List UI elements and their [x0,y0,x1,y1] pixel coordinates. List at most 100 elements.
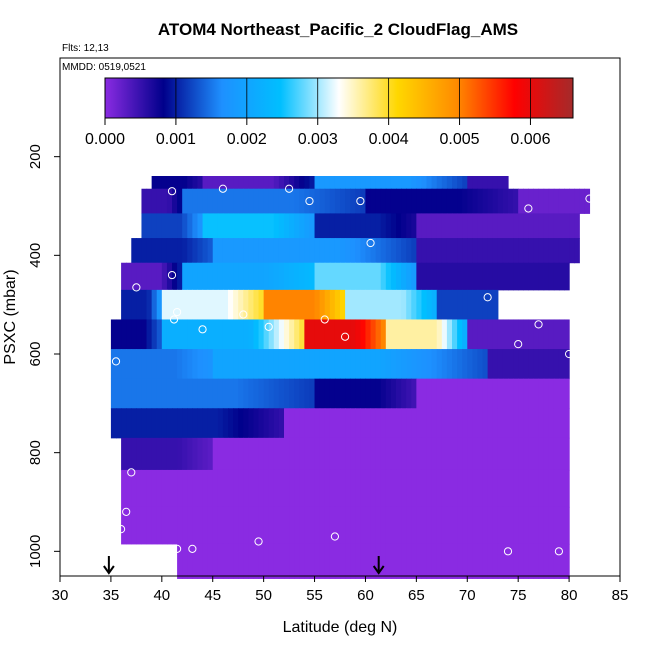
heatmap-cell [441,319,448,350]
heatmap-cell [548,238,555,264]
heatmap-cell [340,213,346,239]
heatmap-cell [553,238,560,264]
heatmap-cell [492,213,499,239]
heatmap-cell [156,188,163,214]
heatmap-cell [477,543,484,579]
heatmap-cell [278,213,285,239]
heatmap-cell [172,319,178,350]
heatmap-cell [564,319,570,350]
heatmap-cell [197,262,204,291]
heatmap-cell [411,262,417,291]
heatmap-cell [284,319,290,350]
heatmap-cell [340,543,346,579]
heatmap-cell [365,262,372,291]
heatmap-cell [538,238,545,264]
heatmap-cell [110,408,117,439]
heatmap-cell [268,188,275,214]
heatmap-cell [553,408,560,439]
heatmap-cell [548,188,555,214]
heatmap-cell [375,289,382,320]
heatmap-cell [228,506,234,545]
heatmap-cell [518,469,524,508]
heatmap-cell [131,437,137,471]
heatmap-cell [513,319,519,350]
heatmap-cell [457,378,463,409]
x-axis-label: Latitude (deg N) [283,619,398,636]
arrow-head [372,565,385,575]
heatmap-cell [385,469,392,508]
heatmap-cell [172,349,178,380]
heatmap-cell [436,213,443,239]
heatmap-cell [289,378,295,409]
heatmap-cell [202,408,209,439]
heatmap-cell [289,238,295,264]
flight-point [305,196,314,206]
heatmap-cell [319,506,326,545]
heatmap-cell [309,506,316,545]
heatmap-cell [289,437,295,471]
y-tick-label: 600 [27,341,44,366]
flight-point [167,187,177,196]
heatmap-cell [513,408,519,439]
heatmap-cell [263,188,270,214]
heatmap-cell [166,262,173,291]
heatmap-cell [477,319,484,350]
heatmap-cell [319,437,326,471]
heatmap-cell [411,319,417,350]
heatmap-cell [436,319,443,350]
heatmap-cell [564,238,570,264]
heatmap-cell [472,319,479,350]
heatmap-cell [304,262,311,291]
heatmap-cell [350,437,356,471]
heatmap-cell [543,262,550,291]
heatmap-cell [166,506,173,545]
heatmap-cell [421,469,428,508]
heatmap-cell [370,469,377,508]
heatmap-cell [146,469,153,508]
heatmap-cell [334,437,341,471]
heatmap-cell [482,543,489,579]
heatmap-cell [248,188,255,214]
heatmap-cell [416,319,423,350]
heatmap-cell [396,319,402,350]
heatmap-cell [207,349,214,380]
heatmap-cell [253,506,260,545]
heatmap-cell [131,289,137,320]
heatmap-cell [243,319,249,350]
y-tick-label: 400 [27,243,44,268]
heatmap-cell [574,188,580,214]
heatmap-cell [441,188,448,214]
heatmap-cell [401,238,407,264]
heatmap-cell [390,349,397,380]
heatmap-cell [156,289,163,320]
heatmap-cell [334,262,341,291]
heatmap-cell [329,319,336,350]
heatmap-cell [309,349,316,380]
heatmap-cell [390,213,397,239]
heatmap-cell [217,543,224,579]
heatmap-cell [212,213,219,239]
heatmap-cell [182,469,188,508]
heatmap-cell [421,319,428,350]
heatmap-cell [212,188,219,214]
heatmap-cell [197,289,204,320]
heatmap-cell [492,469,499,508]
heatmap-cell [197,408,204,439]
heatmap-cell [462,319,468,350]
heatmap-cell [452,349,458,380]
heatmap-cell [222,506,229,545]
heatmap-cell [492,408,499,439]
heatmap-cell [523,213,529,239]
heatmap-cell [166,213,173,239]
heatmap-cell [253,319,260,350]
heatmap-cell [238,378,244,409]
heatmap-cell [284,543,290,579]
heatmap-cell [334,469,341,508]
heatmap-cell [273,238,280,264]
heatmap-cell [553,213,560,239]
heatmap-cell [502,437,509,471]
heatmap-cell [502,262,509,291]
heatmap-cell [126,289,132,320]
heatmap-cell [202,506,209,545]
heatmap-cell [523,408,529,439]
